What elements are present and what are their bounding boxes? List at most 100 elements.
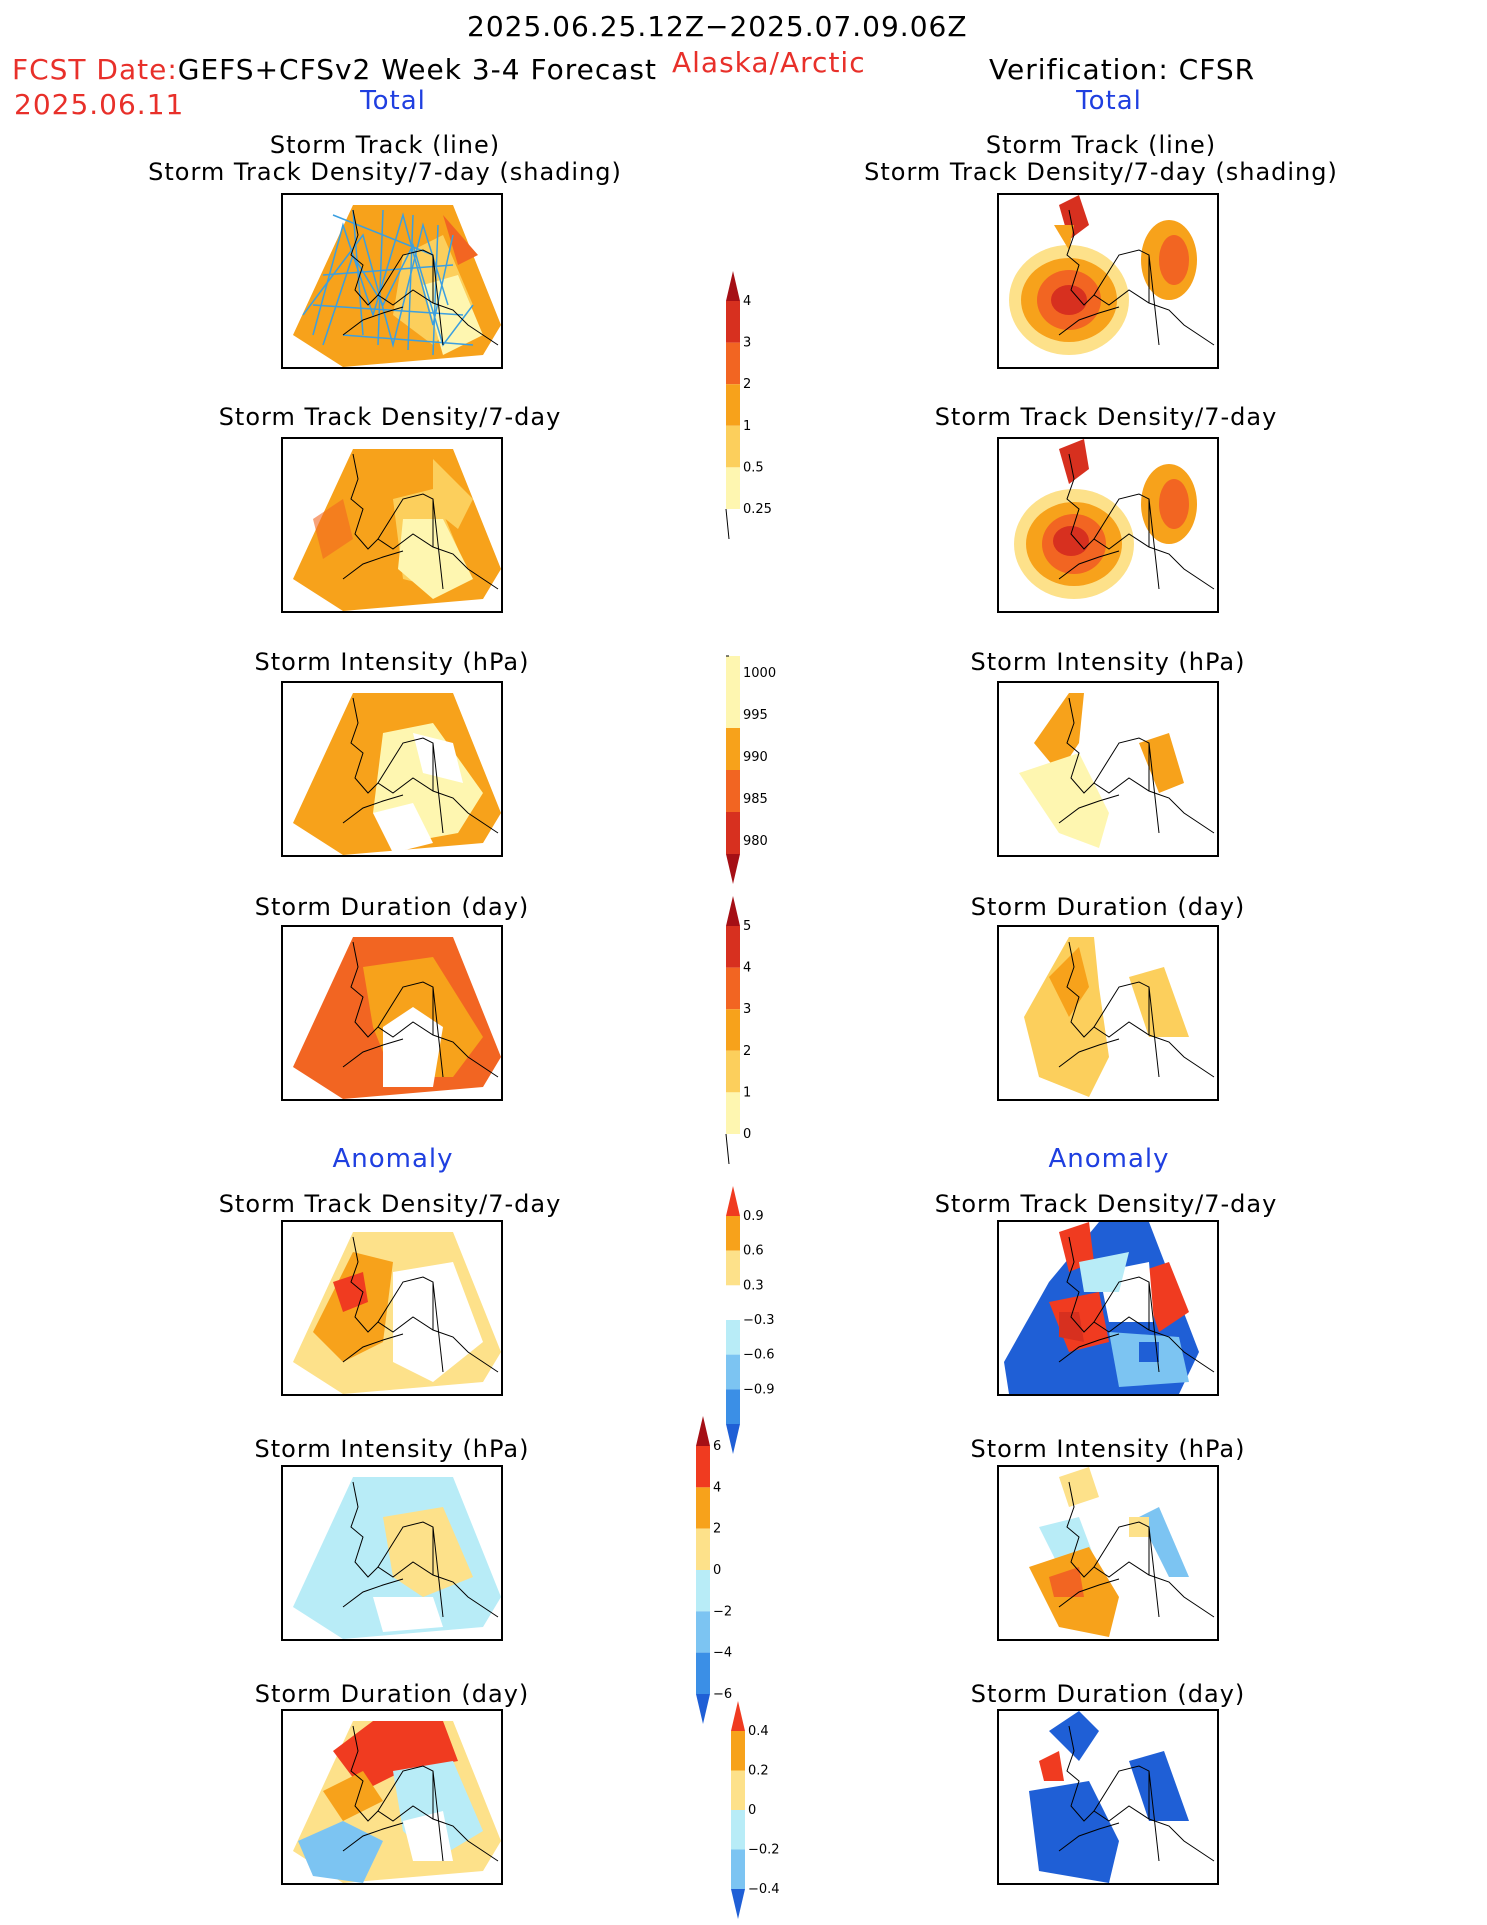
colorbar-label: −0.3	[743, 1313, 775, 1328]
colorbar-label: −0.9	[743, 1382, 775, 1397]
colorbar-label: 3	[743, 336, 751, 351]
colorbar-swatch	[726, 1424, 740, 1454]
colorbar-duration-anomaly: 0.4 0.2 0 −0.2 −0.4	[731, 1701, 780, 1919]
colorbar-swatch	[726, 1216, 740, 1251]
map-right-duration	[997, 925, 1219, 1101]
right-track-line-title: Storm Track (line) Storm Track Density/7-…	[864, 131, 1338, 186]
colorbar-label: 995	[743, 708, 768, 723]
right-density-anom-title: Storm Track Density/7-day	[934, 1190, 1278, 1218]
map-left-intensity-anom	[281, 1465, 503, 1641]
colorbar-label: 3	[743, 1002, 751, 1017]
map-right-density-anom	[997, 1220, 1219, 1396]
colorbar-swatch	[731, 1889, 745, 1919]
map-right-intensity	[997, 681, 1219, 857]
colorbar-label: −0.4	[748, 1882, 780, 1897]
colorbar-swatch	[696, 1694, 710, 1724]
colorbar-swatch	[726, 271, 740, 301]
colorbar-label: 0.25	[743, 502, 772, 517]
colorbar-swatch	[696, 1570, 710, 1612]
colorbar-label: 2	[713, 1522, 721, 1537]
left-duration-anom-title: Storm Duration (day)	[254, 1680, 530, 1708]
colorbar-swatch	[726, 1285, 740, 1320]
map-left-density-anom	[281, 1220, 503, 1396]
colorbar-swatch	[726, 926, 740, 968]
colorbar-label: 2	[743, 1044, 751, 1059]
region-title: Alaska/Arctic	[672, 46, 866, 79]
period-title: 2025.06.25.12Z−2025.07.09.06Z	[467, 10, 968, 43]
colorbar-label: −6	[713, 1687, 732, 1702]
map-left-density	[281, 437, 503, 613]
colorbar-duration: 5 4 3 2 1 0	[725, 896, 751, 1165]
map-right-intensity-anom	[997, 1465, 1219, 1641]
colorbar-intensity: 1000 995 990 985 980	[726, 655, 776, 884]
colorbar-label: 990	[743, 750, 768, 765]
colorbar-swatch	[726, 770, 740, 812]
colorbar-swatch	[726, 1354, 740, 1390]
map-left-track-line	[281, 193, 503, 369]
left-track-line-title: Storm Track (line) Storm Track Density/7-…	[148, 131, 622, 186]
map-left-intensity	[281, 681, 503, 857]
colorbar-label: 1	[743, 419, 751, 434]
map-right-duration-anom	[997, 1709, 1219, 1885]
colorbar-swatch	[731, 1701, 745, 1731]
colorbar-label: 5	[743, 919, 751, 934]
fcst-date-line: FCST Date:GEFS+CFSv2 Week 3-4 Forecast	[12, 53, 657, 86]
colorbar-intensity-anomaly: 6 4 2 0 −2 −4 −6	[696, 1416, 732, 1724]
colorbar-swatch	[696, 1528, 710, 1570]
colorbar-swatch	[726, 1092, 740, 1134]
colorbar-label: −2	[713, 1604, 732, 1619]
fcst-date: 2025.06.11	[14, 88, 185, 121]
colorbar-swatch	[726, 1050, 740, 1093]
verification-title: Verification: CFSR	[989, 53, 1256, 86]
right-total-heading: Total	[1076, 86, 1142, 116]
colorbar-label: 0	[713, 1563, 721, 1578]
colorbar-label: 1	[743, 1085, 751, 1100]
colorbar-label: 4	[743, 961, 751, 976]
left-duration-title: Storm Duration (day)	[254, 893, 530, 921]
left-intensity-title: Storm Intensity (hPa)	[254, 648, 530, 676]
colorbar-swatch	[726, 728, 740, 770]
colorbar-swatch	[726, 896, 740, 926]
colorbar-swatch	[726, 467, 740, 509]
right-intensity-anom-title: Storm Intensity (hPa)	[970, 1435, 1246, 1463]
colorbar-density-anomaly: 0.9 0.6 0.3 −0.3 −0.6 −0.9	[726, 1186, 775, 1454]
colorbar-label: 4	[743, 294, 751, 309]
right-duration-title: Storm Duration (day)	[970, 893, 1246, 921]
map-right-density	[997, 437, 1219, 613]
colorbar-swatch	[726, 342, 740, 385]
colorbar-label: 0.2	[748, 1764, 769, 1779]
colorbar-label: 985	[743, 792, 768, 807]
colorbar-swatch	[726, 1186, 740, 1216]
colorbar-swatch	[726, 1389, 740, 1424]
colorbar-label: −0.2	[748, 1843, 780, 1858]
left-total-heading: Total	[360, 86, 426, 116]
left-anomaly-heading: Anomaly	[332, 1144, 454, 1174]
colorbar-label: 0.6	[743, 1244, 764, 1259]
colorbar-swatch	[731, 1731, 745, 1771]
colorbar-tail	[725, 1133, 730, 1165]
colorbar-swatch	[726, 301, 740, 343]
left-intensity-anom-title: Storm Intensity (hPa)	[254, 1435, 530, 1463]
colorbar-label: 6	[713, 1439, 721, 1454]
colorbar-swatch	[696, 1611, 710, 1653]
map-left-duration-anom	[281, 1709, 503, 1885]
colorbar-swatch	[696, 1416, 710, 1446]
colorbar-label: 0.4	[748, 1724, 769, 1739]
colorbar-swatch	[731, 1810, 745, 1850]
colorbar-swatch	[726, 812, 740, 854]
colorbar-swatch	[696, 1652, 710, 1694]
colorbar-label: 0	[743, 1127, 751, 1142]
colorbar-label: 2	[743, 377, 751, 392]
colorbar-label: 0	[748, 1803, 756, 1818]
colorbar-label: 0.5	[743, 460, 764, 475]
colorbar-swatch	[726, 1009, 740, 1051]
colorbar-swatch	[726, 854, 740, 884]
right-duration-anom-title: Storm Duration (day)	[970, 1680, 1246, 1708]
colorbar-swatch	[731, 1770, 745, 1810]
right-intensity-title: Storm Intensity (hPa)	[970, 648, 1246, 676]
colorbar-label: 0.3	[743, 1278, 764, 1293]
right-density-title: Storm Track Density/7-day	[934, 403, 1278, 431]
fcst-model: GEFS+CFSv2 Week 3-4 Forecast	[177, 53, 657, 86]
colorbar-swatch	[726, 1320, 740, 1355]
colorbar-swatch	[726, 656, 740, 728]
